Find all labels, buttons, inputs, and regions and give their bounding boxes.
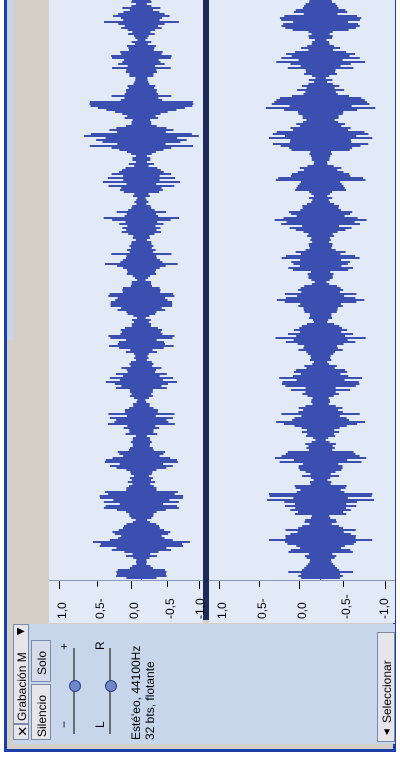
ruler-label: -1,0	[377, 598, 391, 619]
track-name-menu-button[interactable]: Grabación M ▶	[13, 624, 29, 724]
amplitude-ruler-left: 1,0 0,5- 0,0 -0,5 -1,0	[49, 580, 207, 623]
pan-right-label: R	[93, 641, 107, 650]
close-icon: ✕	[17, 724, 28, 739]
ruler-label: -1,0	[193, 598, 207, 619]
track-control-panel: ✕ Grabación M ▶ Silencio Solo − + L R Es…	[13, 624, 395, 744]
ruler-label: 1,0	[55, 602, 69, 619]
ruler-label: 0,0	[295, 602, 309, 619]
track-name: Grabación M	[15, 652, 29, 721]
track-format-line2: 32 bts, flotante	[143, 661, 157, 740]
mute-label: Silencio	[35, 694, 49, 737]
ruler-label: 0,0	[127, 602, 141, 619]
gain-plus-label: +	[57, 642, 71, 650]
pan-slider-handle[interactable]	[105, 680, 117, 692]
pan-left-label: L	[93, 721, 107, 728]
mute-button[interactable]: Silencio	[31, 684, 51, 740]
audio-track-window: 1,0 0,5- 0,0 -0,5 -1,0 1,0 0,5- 0,0 -0,5…	[4, 0, 396, 752]
solo-button[interactable]: Solo	[31, 640, 51, 682]
waveform-channel-left[interactable]	[49, 0, 203, 580]
waveform-channel-right[interactable]	[209, 0, 395, 580]
select-button[interactable]: Seleccionar ▼	[377, 632, 395, 742]
waveform-left	[84, 0, 199, 580]
ruler-label: -0,5-	[339, 594, 353, 619]
waveform-right	[265, 0, 376, 580]
background-panel	[7, 0, 13, 340]
select-label: Seleccionar	[380, 660, 394, 723]
track-format-line1: Esté'eo, 44100Hz	[129, 645, 143, 740]
channel-divider	[203, 0, 209, 620]
amplitude-ruler-right: 1,0 0,5- 0,0 -0,5- -1,0	[209, 580, 395, 623]
triangle-down-icon: ▶	[17, 626, 25, 637]
solo-label: Solo	[35, 650, 49, 675]
ruler-label: 0,5-	[255, 598, 269, 619]
gain-minus-label: −	[57, 720, 71, 728]
gain-slider-handle[interactable]	[69, 680, 81, 692]
ruler-label: -0,5	[163, 598, 177, 619]
ruler-label: 0,5-	[93, 598, 107, 619]
close-button[interactable]: ✕	[13, 724, 29, 740]
triangle-left-icon: ▼	[382, 727, 392, 738]
ruler-label: 1,0	[215, 602, 229, 619]
